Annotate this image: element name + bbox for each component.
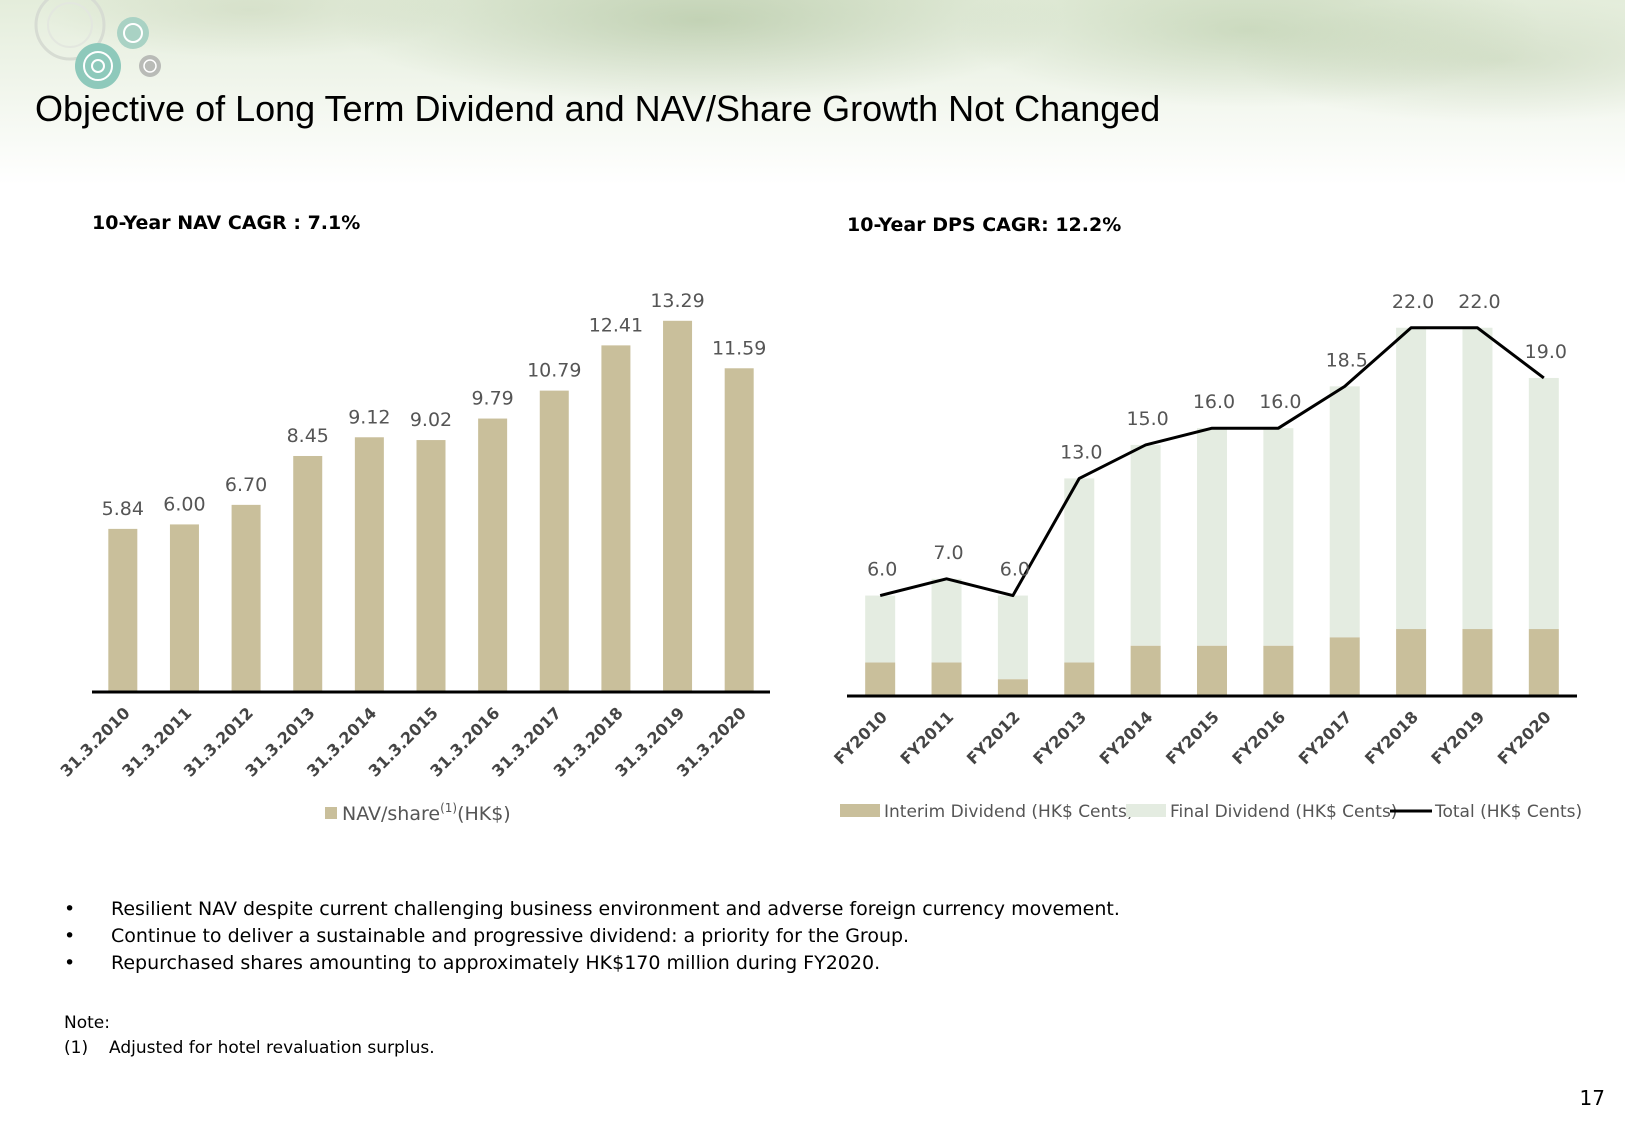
final-legend-swatch — [1126, 804, 1166, 817]
final-dividend-bar — [1462, 327, 1493, 630]
total-legend-label: Total (HK$ Cents) — [1434, 802, 1582, 822]
interim-dividend-bar — [1329, 637, 1360, 696]
note-line: (1) Adjusted for hotel revaluation surplu… — [64, 1038, 435, 1058]
dps-tick-label: FY2011 — [897, 707, 958, 768]
total-line — [879, 326, 1545, 598]
total-data-label: 6.0 — [867, 559, 897, 581]
nav-bar — [478, 418, 508, 692]
dps-tick-label: FY2015 — [1162, 707, 1223, 768]
interim-legend-swatch — [840, 804, 880, 817]
final-dividend-bar — [1130, 444, 1161, 646]
nav-bar — [354, 437, 384, 692]
total-data-label: 22.0 — [1392, 291, 1434, 313]
bullet-item: Continue to deliver a sustainable and pr… — [60, 923, 1120, 950]
final-dividend-bar — [1329, 386, 1360, 638]
nav-bar — [416, 440, 446, 692]
nav-bar — [663, 320, 693, 692]
page-title: Objective of Long Term Dividend and NAV/… — [35, 88, 1161, 129]
dps-tick-label: FY2018 — [1361, 707, 1422, 768]
total-data-label: 13.0 — [1060, 441, 1102, 463]
total-data-label: 6.0 — [1000, 559, 1030, 581]
dps-tick-label: FY2013 — [1029, 707, 1090, 768]
nav-bar — [293, 455, 323, 692]
dps-tick-label: FY2014 — [1096, 707, 1157, 768]
nav-bar — [108, 528, 138, 692]
interim-dividend-bar — [1462, 629, 1493, 696]
final-dividend-bar — [1064, 478, 1095, 663]
nav-bar — [231, 504, 261, 692]
final-legend-label: Final Dividend (HK$ Cents) — [1170, 802, 1397, 822]
dps-tick-label: FY2020 — [1494, 707, 1555, 768]
note-number: (1) — [64, 1038, 89, 1058]
interim-dividend-bar — [865, 662, 896, 696]
nav-bar — [169, 524, 199, 692]
nav-data-label: 6.00 — [163, 493, 205, 515]
nav-bar — [539, 390, 569, 692]
nav-data-label: 11.59 — [712, 337, 766, 359]
dps-chart: FY2010 FY2011 FY2012 FY2013 FY2014 FY2015 FY20… — [830, 291, 1582, 822]
nav-data-label: 9.12 — [348, 406, 390, 428]
final-dividend-bar — [997, 595, 1028, 680]
dps-cagr-title: 10-Year DPS CAGR: 12.2% — [847, 214, 1122, 236]
nav-data-label: 12.41 — [589, 314, 643, 336]
nav-chart: 5.8431.3.20106.0031.3.20116.7031.3.20128… — [57, 290, 770, 825]
page-number: 17 — [1579, 1086, 1605, 1110]
nav-data-label: 8.45 — [287, 425, 329, 447]
bullet-list: Resilient NAV despite current challengin… — [60, 896, 1120, 977]
interim-dividend-bar — [1396, 629, 1427, 696]
interim-dividend-bar — [1263, 645, 1294, 696]
dps-tick-label: FY2019 — [1427, 707, 1488, 768]
nav-data-label: 6.70 — [225, 474, 267, 496]
nav-legend-label: NAV/share(1)(HK$) — [342, 801, 511, 825]
interim-legend-label: Interim Dividend (HK$ Cents) — [884, 802, 1133, 822]
nav-data-label: 13.29 — [650, 290, 704, 312]
bullet-item: Resilient NAV despite current challengin… — [60, 896, 1120, 923]
total-data-label: 19.0 — [1525, 341, 1567, 363]
nav-legend-swatch — [325, 807, 337, 819]
final-dividend-bar — [1197, 428, 1227, 646]
interim-dividend-bar — [1130, 645, 1161, 696]
bullet-item: Repurchased shares amounting to approxim… — [60, 950, 1120, 977]
dps-tick-label: FY2010 — [830, 707, 891, 768]
dps-tick-label: FY2016 — [1228, 707, 1289, 768]
interim-dividend-bar — [1197, 645, 1227, 696]
nav-data-label: 10.79 — [527, 360, 581, 382]
total-data-label: 7.0 — [933, 542, 963, 564]
final-dividend-bar — [1263, 428, 1294, 646]
total-data-label: 15.0 — [1126, 408, 1168, 430]
nav-bar — [724, 368, 754, 692]
final-dividend-bar — [1528, 377, 1559, 630]
nav-cagr-title: 10-Year NAV CAGR : 7.1% — [92, 212, 361, 234]
interim-dividend-bar — [997, 679, 1028, 696]
total-data-label: 16.0 — [1193, 391, 1235, 413]
interim-dividend-bar — [1528, 629, 1559, 696]
dps-tick-label: FY2012 — [963, 707, 1024, 768]
interim-dividend-bar — [931, 662, 962, 696]
company-logo — [34, 0, 161, 89]
nav-data-label: 9.79 — [471, 388, 513, 410]
total-data-label: 16.0 — [1259, 391, 1301, 413]
header-banner — [0, 0, 1625, 185]
note-heading: Note: — [64, 1013, 110, 1033]
final-dividend-bar — [931, 578, 962, 663]
total-data-label: 18.5 — [1326, 349, 1368, 371]
interim-dividend-bar — [1064, 662, 1095, 696]
final-dividend-bar — [1396, 327, 1427, 630]
final-dividend-bar — [865, 595, 896, 663]
nav-bar — [601, 345, 631, 692]
nav-data-label: 9.02 — [410, 409, 452, 431]
note-text: Adjusted for hotel revaluation surplus. — [109, 1038, 435, 1058]
dps-tick-label: FY2017 — [1295, 707, 1356, 768]
nav-data-label: 5.84 — [102, 498, 144, 520]
total-data-label: 22.0 — [1458, 291, 1500, 313]
